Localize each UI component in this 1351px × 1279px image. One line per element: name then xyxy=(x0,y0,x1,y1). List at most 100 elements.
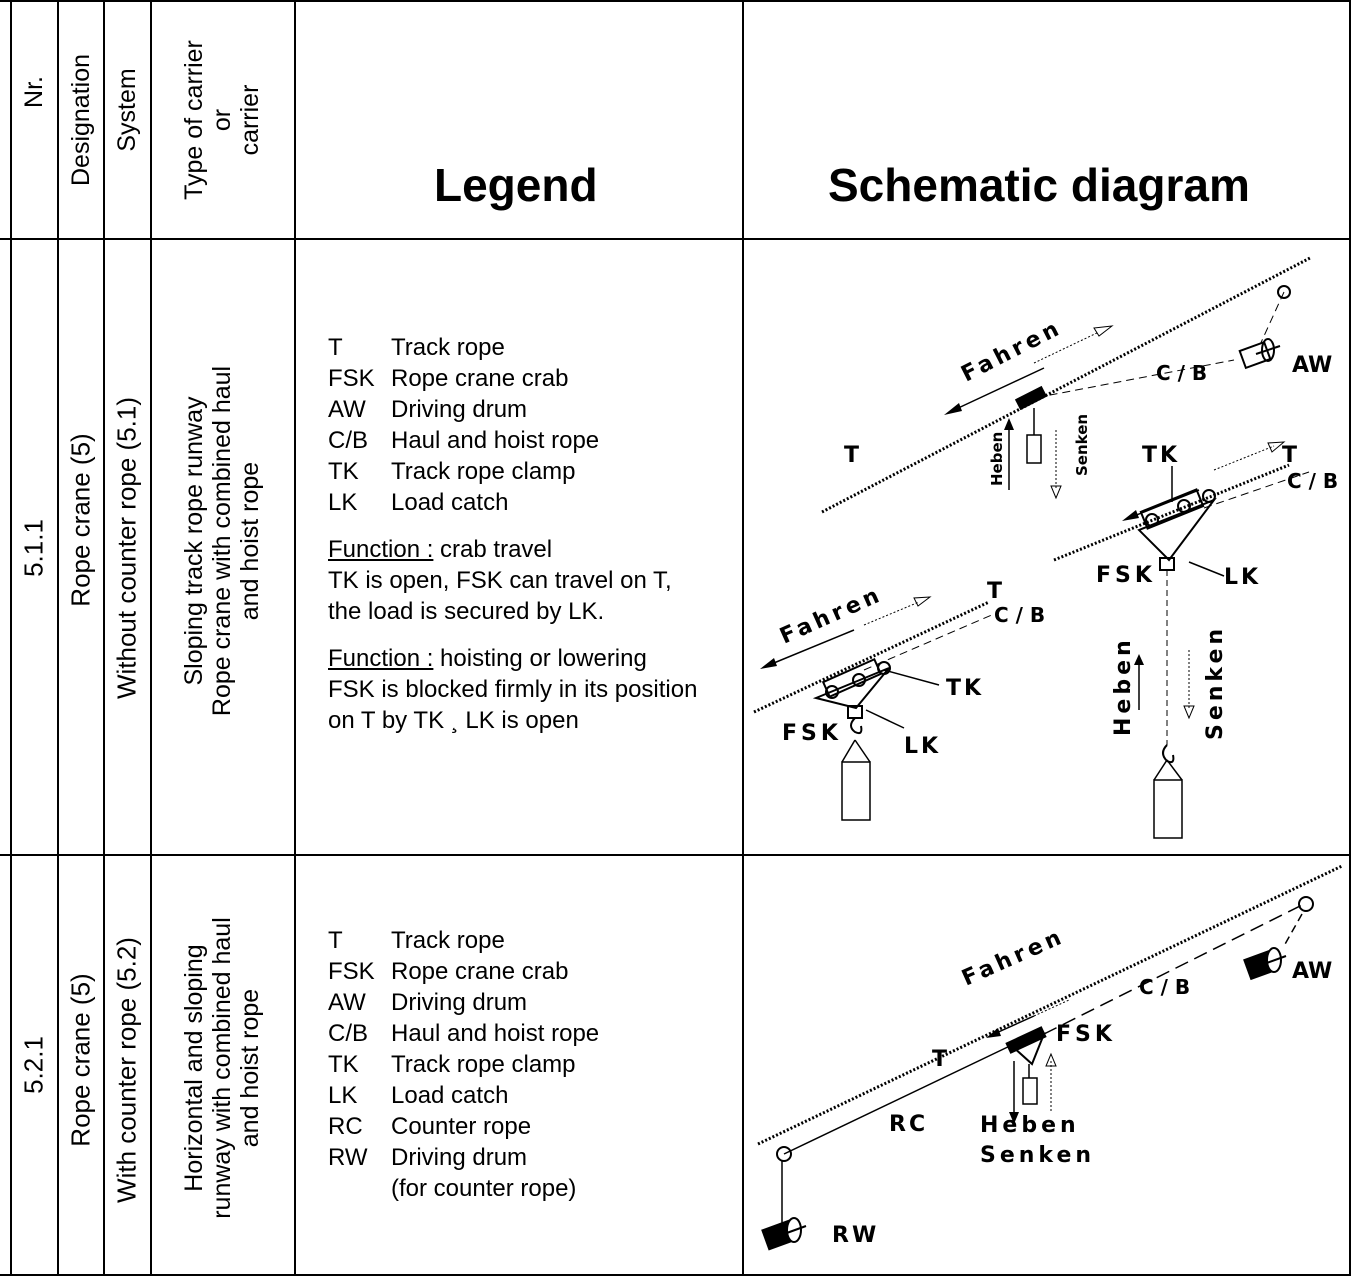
legend-item: AW Driving drum xyxy=(328,394,697,425)
legend-item: T Track rope xyxy=(328,332,697,363)
legend-description: Rope crane crab xyxy=(391,958,569,985)
upper-aw-drum xyxy=(1238,338,1281,370)
row1-function2-title: hoisting or lowering xyxy=(433,645,647,672)
header-designation: Designation xyxy=(67,53,95,187)
legend-code: RC xyxy=(328,1113,363,1140)
fsk-label: FSK xyxy=(1056,1022,1116,1047)
legend-code: RW xyxy=(328,1144,368,1171)
row1-function1-title: crab travel xyxy=(433,536,553,563)
right-hook xyxy=(1162,744,1175,764)
right-travel-arrow xyxy=(1128,489,1200,519)
row2-legend: T Track rope FSK Rope crane crab AW Driving d… xyxy=(328,925,599,1204)
legend-code: T xyxy=(328,927,343,954)
lower-tk-pointer xyxy=(883,669,940,686)
legend-code: AW xyxy=(328,396,366,423)
lower-lk-pointer xyxy=(865,709,905,729)
upper-travel-arrow-right-head xyxy=(1093,325,1114,337)
right-tk-label: TK xyxy=(1142,443,1180,468)
right-fsk-label: FSK xyxy=(1096,563,1156,588)
row1-legend: T Track rope FSK Rope crane crab AW Driving d… xyxy=(328,332,697,736)
upper-sheave xyxy=(1277,285,1291,299)
legend-item: LK Load catch xyxy=(328,1080,599,1111)
travel-arrow-left xyxy=(993,1015,1035,1035)
lower-crab xyxy=(812,657,891,821)
row2-schematic-diagram: Fahren T C / B AW FSK RC Heben Senken RW xyxy=(744,856,1349,1274)
top-sheave xyxy=(1298,896,1314,912)
legend-item: T Track rope xyxy=(328,925,599,956)
legend-description: Load catch xyxy=(391,1082,509,1109)
row1-function2-label: Function : xyxy=(328,645,434,672)
row1-function2-line1: FSK is blocked firmly in its position xyxy=(328,676,698,703)
header-bottom-border xyxy=(0,238,1351,240)
legend-item: FSK Rope crane crab xyxy=(328,363,697,394)
t-label: T xyxy=(932,1047,947,1072)
row1-nr: 5.1.1 xyxy=(18,519,49,577)
row1-type-line2: Rope crane with combined haul xyxy=(208,365,236,717)
legend-description: Driving drum xyxy=(391,1144,528,1171)
upper-cb-label: C / B xyxy=(1156,361,1207,385)
legend-description: Counter rope xyxy=(391,1113,532,1140)
legend-description: Driving drum xyxy=(391,989,528,1016)
upper-heben-label: Heben xyxy=(988,432,1006,486)
row2-diagram-svg: Fahren T C / B AW FSK RC Heben Senken RW xyxy=(757,864,1343,1251)
lower-lk-label: LK xyxy=(904,734,941,759)
right-t-label: T xyxy=(1282,443,1297,468)
legend-item: LK Load catch xyxy=(328,487,697,518)
table-right-border xyxy=(1349,0,1351,1276)
senken-label: Senken xyxy=(980,1143,1095,1168)
crab xyxy=(1005,1026,1047,1105)
header-type-of-carrier: Type of carrier or carrier xyxy=(180,40,264,200)
track-rope xyxy=(757,864,1343,1146)
row2-type-line1: Horizontal and sloping xyxy=(180,944,208,1192)
travel-arrow-right xyxy=(1033,999,1070,1017)
haul-rope xyxy=(1043,903,1305,1035)
right-load xyxy=(1153,779,1183,839)
legend-item: TK Track rope clamp xyxy=(328,1049,599,1080)
table-left-border xyxy=(10,0,12,1276)
bottom-sheave xyxy=(776,1146,792,1162)
right-cb-label: C / B xyxy=(1287,469,1338,493)
lower-haul-rope xyxy=(863,613,995,671)
right-haul-rope xyxy=(1203,471,1310,509)
rw-label: RW xyxy=(832,1223,879,1248)
row1-function1-line2: the load is secured by LK. xyxy=(328,598,605,625)
header-type-line2: or xyxy=(208,108,236,132)
counter-rope xyxy=(783,1043,1015,1155)
lower-t-label: T xyxy=(987,579,1002,604)
col-divider-4 xyxy=(294,0,296,1276)
col-divider-2 xyxy=(103,0,105,1276)
row1-type-of-carrier: Sloping track rope runway Rope crane wit… xyxy=(180,366,264,716)
upper-senken-arrow-head xyxy=(1050,485,1062,500)
lower-cb-label: C / B xyxy=(994,603,1045,627)
legend-description: Track rope clamp xyxy=(391,1051,576,1078)
header-nr: Nr. xyxy=(20,76,48,108)
row1-type-line1: Sloping track rope runway xyxy=(180,396,208,686)
row1-function1-label: Function : xyxy=(328,536,434,563)
upper-crab xyxy=(1014,385,1048,464)
cb-label: C / B xyxy=(1139,975,1190,999)
header-schematic-diagram: Schematic diagram xyxy=(828,159,1250,211)
rw-drum xyxy=(761,1217,807,1251)
legend-item: C/B Haul and hoist rope xyxy=(328,1018,599,1049)
legend-description: Rope crane crab xyxy=(391,365,569,392)
legend-code: LK xyxy=(328,489,358,516)
rc-label: RC xyxy=(889,1112,928,1137)
upper-aw-label: AW xyxy=(1292,353,1332,378)
legend-item: RC Counter rope xyxy=(328,1111,599,1142)
legend-description: Track rope xyxy=(391,927,505,954)
col-divider-3 xyxy=(150,0,152,1276)
upper-travel-arrow-right xyxy=(1033,331,1100,364)
lower-travel-arrow xyxy=(768,629,855,666)
row1-schematic-diagram: Fahren T C / B AW Heben Senken T xyxy=(744,240,1349,854)
upper-heben-arrow-head xyxy=(1004,418,1014,430)
upper-t-label: T xyxy=(844,443,859,468)
right-senken-label: Senken xyxy=(1203,625,1228,740)
sheave-to-aw xyxy=(1283,913,1303,947)
row2-system: With counter rope (5.2) xyxy=(111,937,142,1203)
legend-item: RW Driving drum xyxy=(328,1142,599,1173)
lower-fsk-label: FSK xyxy=(782,721,842,746)
col-divider-1 xyxy=(57,0,59,1276)
legend-description: Track rope xyxy=(391,334,505,361)
legend-code: C/B xyxy=(328,1020,369,1047)
right-crab xyxy=(1137,488,1217,571)
